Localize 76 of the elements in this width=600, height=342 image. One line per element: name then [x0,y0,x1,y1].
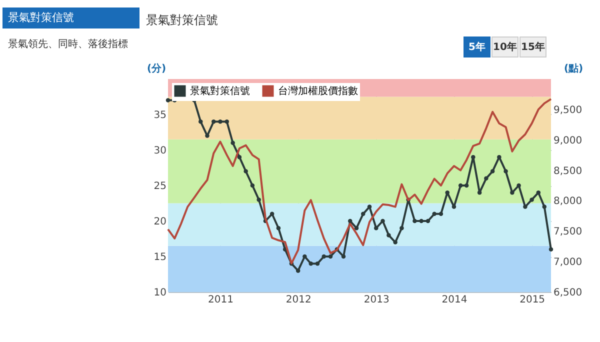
point [458,183,463,188]
point [523,204,528,209]
y2-tick-label: 8,000 [554,196,582,208]
y-axis-title: (分) [146,62,166,74]
point [477,190,482,195]
point [426,218,430,224]
y-tick-label: 10 [154,288,166,298]
point [270,212,274,216]
point [212,119,216,124]
y2-axis-title: (點) [564,62,584,74]
text: 5年 [468,41,486,53]
y2-tick-label: 6,500 [554,288,582,298]
point [548,247,554,252]
point [490,169,495,174]
point [296,268,300,273]
point [400,226,404,230]
point [198,119,203,124]
x-tick-label: 2014 [442,294,468,306]
point [367,204,372,209]
point [432,212,436,216]
point [322,254,326,259]
y2-tick-label: 9,000 [554,135,582,146]
x-tick-label: 2012 [286,294,312,306]
x-tick-label: 2013 [364,294,390,306]
point [354,226,359,230]
point [224,119,229,124]
text: 景氣領先、同時、落後指標 [8,38,128,50]
point [536,190,541,195]
y2-tick-label: 7,500 [554,226,582,238]
point [308,261,313,266]
point [348,218,352,224]
point [237,154,242,160]
text: 15年 [521,41,545,53]
point [464,183,469,188]
point [452,204,456,209]
point [438,212,444,216]
legend-label: 台灣加權股價指數 [278,85,358,97]
point [484,176,488,181]
point [341,254,346,259]
point [386,233,391,238]
point [276,226,281,230]
chart-title: 景氣對策信號 [146,13,218,27]
point [166,98,170,102]
x-tick-label: 2015 [520,294,546,306]
point [412,218,417,224]
point [504,169,508,174]
point [230,140,235,146]
point [218,119,222,124]
legend-label: 景氣對策信號 [190,85,250,97]
point [393,240,398,244]
point [361,212,366,216]
point [302,254,307,259]
point [445,190,450,195]
point [328,254,333,259]
y-tick-label: 30 [154,146,166,156]
y2-tick-label: 8,500 [554,166,582,177]
point [256,198,261,202]
point [542,204,547,209]
point [471,154,476,160]
y-tick-label: 25 [154,181,166,192]
point [530,198,534,202]
point [374,226,378,230]
point [244,169,248,174]
point [380,218,385,224]
point [419,218,424,224]
y-tick-label: 35 [154,110,166,121]
point [516,183,521,188]
point [250,183,255,188]
y2-tick-label: 9,500 [554,104,582,116]
y-tick-label: 20 [154,216,166,228]
x-tick-label: 2011 [208,294,234,306]
text: 10年 [493,41,517,53]
y-tick-label: 15 [154,252,166,263]
y2-tick-label: 7,000 [554,257,582,268]
text: 景氣對策信號 [8,11,74,24]
point [315,261,320,266]
